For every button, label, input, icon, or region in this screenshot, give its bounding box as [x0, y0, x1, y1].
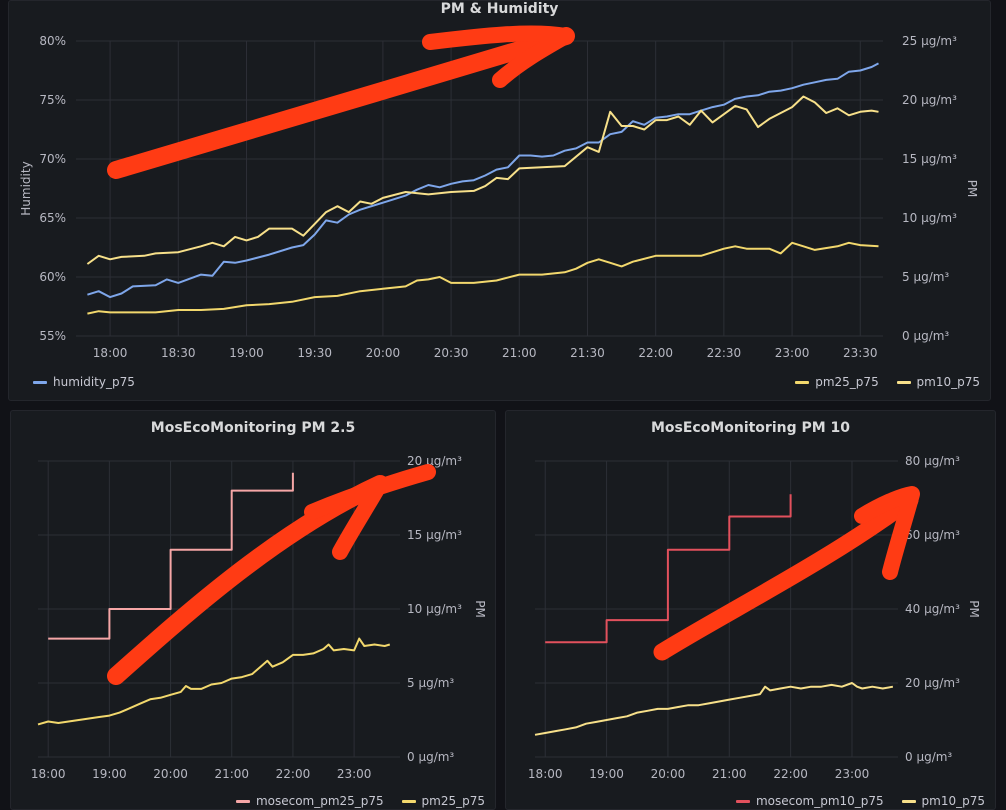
panel-title: PM & Humidity [440, 1, 559, 17]
x-tick-label: 19:00 [92, 767, 127, 781]
y-left-axis-label: Humidity [19, 161, 33, 215]
legend-swatch [735, 800, 750, 803]
legend-item-pm10[interactable]: pm10_p75 [901, 794, 985, 808]
legend-swatch [901, 800, 916, 803]
y-right-tick-label: 20 µg/m³ [407, 454, 462, 468]
x-tick-label: 23:00 [775, 346, 810, 360]
legend-swatch [235, 800, 250, 803]
x-tick-label: 18:30 [161, 346, 196, 360]
x-tick-label: 19:00 [589, 767, 624, 781]
legend-right: pm25_p75 pm10_p75 [795, 375, 980, 389]
x-tick-label: 23:00 [835, 767, 870, 781]
legend: mosecom_pm25_p75 pm25_p75 [235, 794, 485, 808]
legend-swatch [795, 381, 810, 384]
y-left-tick-label: 55% [39, 329, 66, 343]
x-tick-label: 21:00 [712, 767, 747, 781]
x-tick-label: 23:00 [337, 767, 372, 781]
y-right-tick-label: 15 µg/m³ [407, 528, 462, 542]
series-line-humidity_p75[interactable] [87, 62, 879, 299]
x-tick-label: 20:00 [366, 346, 401, 360]
legend-item-humidity[interactable]: humidity_p75 [33, 375, 135, 389]
legend-swatch [401, 800, 416, 803]
y-right-tick-label: 0 µg/m³ [905, 750, 952, 764]
chart-0: 0 µg/m³ 5 µg/m³ 10 µg/m³ 15 µg/m³ 20 µg/m³ 25… [19, 34, 979, 360]
y-left-tick-label: 80% [39, 34, 66, 48]
x-tick-label: 23:30 [843, 346, 878, 360]
y-right-tick-label: 0 µg/m³ [902, 329, 949, 343]
y-right-tick-label: 0 µg/m³ [407, 750, 454, 764]
legend-item-pm25[interactable]: pm25_p75 [401, 794, 485, 808]
x-tick-label: 20:30 [434, 346, 469, 360]
x-tick-label: 19:00 [229, 346, 264, 360]
x-tick-label: 18:00 [528, 767, 563, 781]
legend-item-pm10[interactable]: pm10_p75 [896, 375, 980, 389]
chart-2: 0 µg/m³ 20 µg/m³ 40 µg/m³ 60 µg/m³ 80 µg/m³ P… [528, 454, 981, 781]
y-right-tick-label: 20 µg/m³ [902, 93, 957, 107]
x-tick-label: 18:00 [93, 346, 128, 360]
x-tick-label: 20:00 [651, 767, 686, 781]
legend-left: humidity_p75 [33, 375, 135, 389]
x-tick-label: 19:30 [297, 346, 332, 360]
y-right-axis-label: PM [473, 600, 487, 618]
panel-title: MosEcoMonitoring PM 2.5 [150, 420, 356, 436]
series-line-pm10_p75[interactable] [86, 95, 879, 265]
series-line-pm25_p75[interactable] [87, 241, 879, 315]
x-tick-label: 21:00 [214, 767, 249, 781]
y-right-tick-label: 5 µg/m³ [407, 676, 454, 690]
x-tick-label: 21:00 [502, 346, 537, 360]
y-right-axis-label: PM [965, 180, 979, 198]
series-line-pm10_p75[interactable] [534, 682, 894, 736]
x-tick-label: 22:30 [707, 346, 742, 360]
y-right-tick-label: 15 µg/m³ [902, 152, 957, 166]
panel-title: MosEcoMonitoring PM 10 [650, 420, 851, 436]
y-right-axis-label: PM [967, 600, 981, 618]
y-right-tick-label: 10 µg/m³ [902, 211, 957, 225]
x-tick-label: 22:00 [276, 767, 311, 781]
x-tick-label: 20:00 [153, 767, 188, 781]
y-right-tick-label: 40 µg/m³ [905, 602, 960, 616]
legend-item-pm25[interactable]: pm25_p75 [795, 375, 879, 389]
y-right-tick-label: 20 µg/m³ [905, 676, 960, 690]
x-tick-label: 22:00 [638, 346, 673, 360]
legend-item-mosecom-pm10[interactable]: mosecom_pm10_p75 [735, 794, 884, 808]
y-right-tick-label: 10 µg/m³ [407, 602, 462, 616]
y-left-tick-label: 70% [39, 152, 66, 166]
y-right-tick-label: 80 µg/m³ [905, 454, 960, 468]
legend: mosecom_pm10_p75 pm10_p75 [735, 794, 985, 808]
y-left-tick-label: 75% [39, 93, 66, 107]
y-right-tick-label: 60 µg/m³ [905, 528, 960, 542]
legend-swatch [33, 381, 47, 384]
y-right-tick-label: 25 µg/m³ [902, 34, 957, 48]
legend-item-mosecom-pm25[interactable]: mosecom_pm25_p75 [235, 794, 384, 808]
x-tick-label: 18:00 [31, 767, 66, 781]
y-left-tick-label: 65% [39, 211, 66, 225]
y-right-tick-label: 5 µg/m³ [902, 270, 949, 284]
chart-1: 0 µg/m³ 5 µg/m³ 10 µg/m³ 15 µg/m³ 20 µg/m³ PM… [31, 454, 487, 781]
series-line-pm25_p75[interactable] [37, 637, 391, 726]
y-left-tick-label: 60% [39, 270, 66, 284]
x-tick-label: 21:30 [570, 346, 605, 360]
legend-swatch [896, 381, 911, 384]
x-tick-label: 22:00 [773, 767, 808, 781]
